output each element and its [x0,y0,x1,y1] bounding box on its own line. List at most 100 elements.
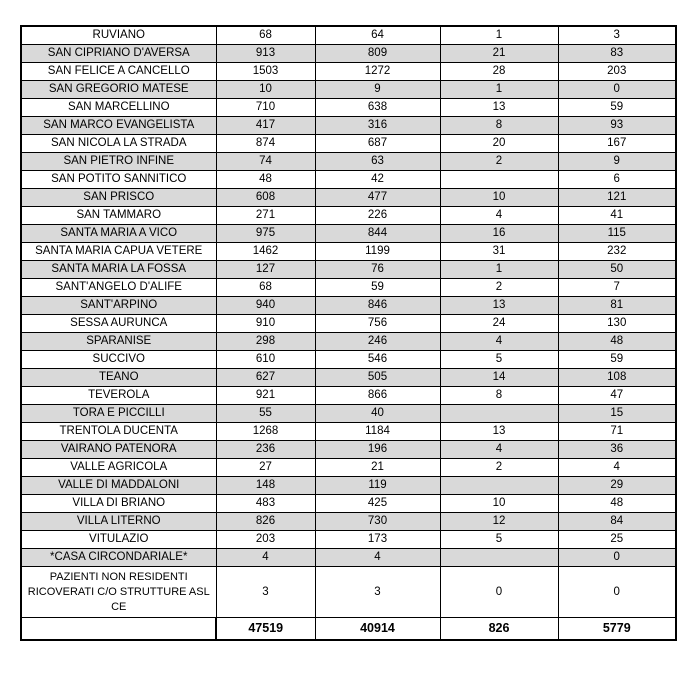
cell-value-3: 1 [439,260,559,279]
cell-value-2: 40 [314,404,441,423]
cell-value-4: 50 [557,260,677,279]
cell-value-2: 1272 [314,62,441,81]
cell-value-2: 638 [314,98,441,117]
cell-municipality-name: SUCCIVO [20,350,217,369]
cell-municipality-name: SANTA MARIA A VICO [20,224,217,243]
cell-value-3 [439,170,559,189]
cell-value-1: 627 [215,368,316,387]
cell-value-2: 63 [314,152,441,171]
table-row: TEVEROLA 921 866 8 47 [20,386,677,405]
cell-value-4: 6 [557,170,677,189]
cell-value-2: 1184 [314,422,441,441]
cell-value-3: 5 [439,530,559,549]
cell-value-2: 505 [314,368,441,387]
data-table-container: RUVIANO 68 64 1 3 SAN CIPRIANO D'AVERSA 913 809… [20,25,677,641]
cell-value-3: 13 [439,98,559,117]
cell-value-4: 83 [557,44,677,63]
cell-value-1: 10 [215,80,316,99]
cell-value-4: 48 [557,332,677,351]
cell-municipality-name: VILLA DI BRIANO [20,494,217,513]
cell-value-4: 108 [557,368,677,387]
table-row: VITULAZIO 203 173 5 25 [20,530,677,549]
cell-value-2: 246 [314,332,441,351]
cell-value-3: 14 [439,368,559,387]
cell-value-1: 203 [215,530,316,549]
cell-value-1: 913 [215,44,316,63]
cell-value-2: 756 [314,314,441,333]
cell-value-1: 483 [215,494,316,513]
cell-value-3: 4 [439,332,559,351]
cell-value-1: 874 [215,134,316,153]
table-row: *CASA CIRCONDARIALE* 4 4 0 [20,548,677,567]
cell-value-1: 3 [215,566,316,618]
cell-value-4: 81 [557,296,677,315]
cell-municipality-name: SAN GREGORIO MATESE [20,80,217,99]
cell-municipality-name: TEANO [20,368,217,387]
cell-municipality-name: SANTA MARIA CAPUA VETERE [20,242,217,261]
cell-value-2: 76 [314,260,441,279]
cell-municipality-name: RUVIANO [20,25,217,45]
cell-value-2: 809 [314,44,441,63]
cell-value-4: 93 [557,116,677,135]
table-totals-row: 47519 40914 826 5779 [20,617,677,641]
cell-municipality-name: PAZIENTI NON RESIDENTI RICOVERATI C/O ST… [20,566,217,618]
table-row: VALLE AGRICOLA 27 21 2 4 [20,458,677,477]
cell-value-2: 226 [314,206,441,225]
cell-value-4: 0 [557,80,677,99]
table-row: SUCCIVO 610 546 5 59 [20,350,677,369]
table-row: SANTA MARIA CAPUA VETERE 1462 1199 31 232 [20,242,677,261]
cell-municipality-name: SAN FELICE A CANCELLO [20,62,217,81]
table-body: RUVIANO 68 64 1 3 SAN CIPRIANO D'AVERSA 913 809… [20,25,677,641]
cell-value-2: 4 [314,548,441,567]
cell-value-1: 1268 [215,422,316,441]
cell-value-3: 16 [439,224,559,243]
cell-municipality-name: SAN PIETRO INFINE [20,152,217,171]
cell-value-1: 921 [215,386,316,405]
cell-value-1: 68 [215,278,316,297]
cell-value-1: 68 [215,25,316,45]
cell-value-2: 546 [314,350,441,369]
cell-value-3: 2 [439,458,559,477]
cell-municipality-name: TEVEROLA [20,386,217,405]
cell-municipality-name: SAN NICOLA LA STRADA [20,134,217,153]
cell-value-3: 31 [439,242,559,261]
cell-value-1: 271 [215,206,316,225]
cell-value-1: 298 [215,332,316,351]
cell-value-1: 48 [215,170,316,189]
cell-value-1: 236 [215,440,316,459]
cell-value-1: 417 [215,116,316,135]
totals-value-2: 40914 [314,617,441,641]
cell-value-1: 27 [215,458,316,477]
cell-value-2: 196 [314,440,441,459]
table-row: SAN CIPRIANO D'AVERSA 913 809 21 83 [20,44,677,63]
table-row: SPARANISE 298 246 4 48 [20,332,677,351]
cell-value-2: 1199 [314,242,441,261]
cell-value-4: 25 [557,530,677,549]
cell-value-3: 13 [439,422,559,441]
cell-value-1: 975 [215,224,316,243]
cell-value-4: 167 [557,134,677,153]
cell-municipality-name: VITULAZIO [20,530,217,549]
cell-value-4: 0 [557,566,677,618]
cell-value-3: 5 [439,350,559,369]
cell-value-3: 13 [439,296,559,315]
cell-value-1: 127 [215,260,316,279]
cell-value-1: 910 [215,314,316,333]
cell-municipality-name: VILLA LITERNO [20,512,217,531]
cell-municipality-name: SESSA AURUNCA [20,314,217,333]
table-row: RUVIANO 68 64 1 3 [20,25,677,45]
cell-value-4: 232 [557,242,677,261]
cell-value-2: 730 [314,512,441,531]
cell-value-1: 608 [215,188,316,207]
cell-value-3: 2 [439,152,559,171]
cell-value-4: 59 [557,98,677,117]
cell-value-3: 1 [439,80,559,99]
cell-municipality-name: SAN POTITO SANNITICO [20,170,217,189]
cell-value-2: 844 [314,224,441,243]
cell-municipality-name: SPARANISE [20,332,217,351]
cell-value-4: 0 [557,548,677,567]
totals-value-3: 826 [439,617,559,641]
table-row: SAN GREGORIO MATESE 10 9 1 0 [20,80,677,99]
cell-value-2: 866 [314,386,441,405]
cell-value-2: 316 [314,116,441,135]
